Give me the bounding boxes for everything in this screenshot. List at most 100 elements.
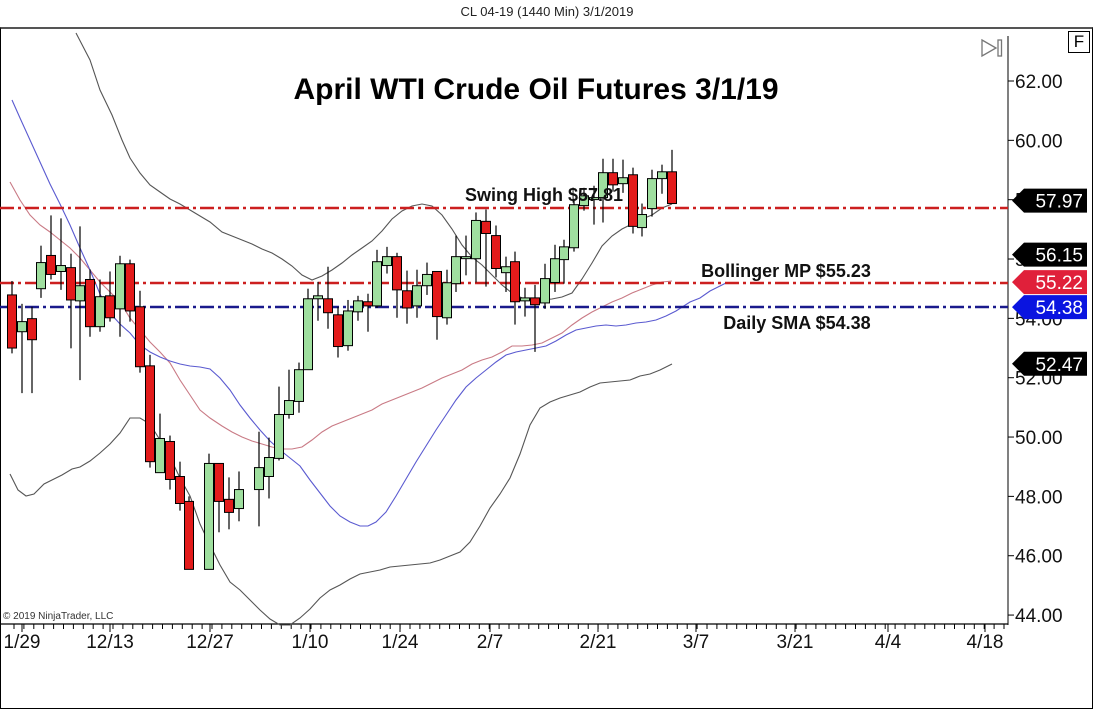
candlestick-series[interactable] (7, 149, 677, 570)
candle[interactable] (412, 269, 422, 318)
date-tick-label: 4/4 (875, 632, 902, 653)
price-tick-label: 62.00 (1015, 72, 1063, 93)
candle[interactable] (550, 244, 560, 292)
candle[interactable] (7, 280, 17, 354)
price-tag-52-47: 52.47 (1012, 351, 1087, 376)
date-tick-label: 4/18 (967, 632, 1004, 653)
candle[interactable] (274, 386, 284, 461)
candle[interactable] (510, 251, 520, 325)
candle[interactable] (422, 262, 432, 295)
candle[interactable] (214, 462, 224, 533)
price-tag-57-97: 57.97 (1012, 188, 1087, 213)
price-tag-54-38: 54.38 (1012, 295, 1087, 320)
price-tag-55-22: 55.22 (1012, 270, 1087, 295)
price-tags: 57.97 56.15 55.22 54.38 52.47 (1012, 188, 1087, 376)
bollinger-lower-band (9, 363, 673, 626)
candle[interactable] (628, 167, 638, 234)
candle[interactable] (313, 281, 323, 321)
candle[interactable] (105, 271, 115, 322)
candle[interactable] (657, 164, 667, 194)
candle[interactable] (184, 496, 194, 570)
chart-frame (0, 27, 1093, 709)
candle[interactable] (540, 263, 550, 309)
scroll-to-end-icon[interactable] (980, 38, 1004, 58)
candle[interactable] (363, 293, 373, 332)
candle[interactable] (589, 185, 599, 225)
candle[interactable] (75, 226, 85, 381)
candle[interactable] (372, 249, 382, 308)
copyright-notice: © 2019 NinjaTrader, LLC (3, 611, 113, 622)
price-tick-label: 60.00 (1015, 131, 1063, 152)
date-tick-label: 12/27 (186, 632, 234, 653)
candle[interactable] (115, 255, 125, 337)
svg-text:56.15: 56.15 (1035, 246, 1083, 267)
candle[interactable] (442, 269, 452, 325)
candle[interactable] (135, 290, 145, 373)
candle[interactable] (155, 413, 165, 474)
date-tick-label: 3/21 (777, 632, 814, 653)
candle[interactable] (647, 169, 657, 217)
bollinger-mp-annotation: Bollinger MP $55.23 (701, 261, 871, 281)
date-tick-label: 2/7 (477, 632, 503, 653)
candle[interactable] (224, 477, 234, 530)
bollinger-upper-band (75, 32, 673, 301)
candle[interactable] (471, 212, 481, 283)
candle[interactable] (125, 259, 135, 322)
candle[interactable] (353, 295, 363, 321)
candle[interactable] (85, 269, 95, 337)
candle[interactable] (559, 239, 569, 284)
candle[interactable] (145, 354, 155, 468)
candle[interactable] (461, 235, 471, 276)
candle[interactable] (294, 362, 304, 413)
svg-text:52.47: 52.47 (1035, 355, 1083, 376)
candle[interactable] (392, 252, 402, 318)
candle[interactable] (491, 225, 501, 278)
candle[interactable] (451, 235, 461, 292)
candle[interactable] (579, 187, 589, 211)
candle[interactable] (27, 306, 37, 394)
candle[interactable] (530, 284, 540, 352)
candle[interactable] (284, 369, 294, 419)
price-tick-label: 48.00 (1015, 487, 1063, 508)
candle[interactable] (667, 149, 677, 205)
candle[interactable] (333, 306, 343, 358)
candle[interactable] (234, 471, 244, 522)
candle[interactable] (46, 215, 56, 280)
candle[interactable] (264, 437, 274, 499)
candle[interactable] (608, 158, 618, 192)
candle[interactable] (254, 431, 264, 527)
format-button[interactable]: F (1068, 31, 1090, 53)
candle[interactable] (66, 253, 76, 349)
candle[interactable] (204, 453, 214, 570)
chart-window-title: CL 04-19 (1440 Min) 3/1/2019 (460, 4, 634, 19)
candle[interactable] (323, 266, 333, 329)
date-tick-label: 1/29 (4, 632, 41, 653)
candle[interactable] (618, 159, 628, 193)
candle[interactable] (501, 256, 511, 292)
candle[interactable] (165, 435, 175, 490)
candle[interactable] (303, 288, 313, 371)
price-tick-label: 44.00 (1015, 606, 1063, 627)
candle[interactable] (95, 279, 105, 332)
candle[interactable] (175, 461, 185, 511)
candle[interactable] (569, 198, 579, 252)
time-axis-ticks: 1/29 12/13 12/27 1/10 1/24 2/7 2/21 3/7 3/21 4/4 4… (4, 624, 1005, 653)
candle[interactable] (481, 209, 491, 287)
daily-sma-annotation: Daily SMA $54.38 (723, 313, 870, 333)
candle[interactable] (637, 203, 647, 237)
date-tick-label: 1/10 (292, 632, 329, 653)
candle[interactable] (17, 303, 27, 394)
candle[interactable] (343, 299, 353, 351)
price-axis[interactable]: 62.0060.0058.0056.0054.0052.0050.0048.00… (1008, 72, 1063, 627)
price-tag-56-15: 56.15 (1012, 242, 1087, 267)
candle[interactable] (598, 158, 608, 223)
price-tick-label: 46.00 (1015, 547, 1063, 568)
date-tick-label: 2/21 (580, 632, 617, 653)
candle[interactable] (36, 245, 46, 298)
candle[interactable] (520, 287, 530, 317)
candle[interactable] (432, 270, 442, 340)
candle[interactable] (382, 246, 392, 274)
candle[interactable] (56, 218, 66, 290)
candle[interactable] (402, 270, 412, 324)
